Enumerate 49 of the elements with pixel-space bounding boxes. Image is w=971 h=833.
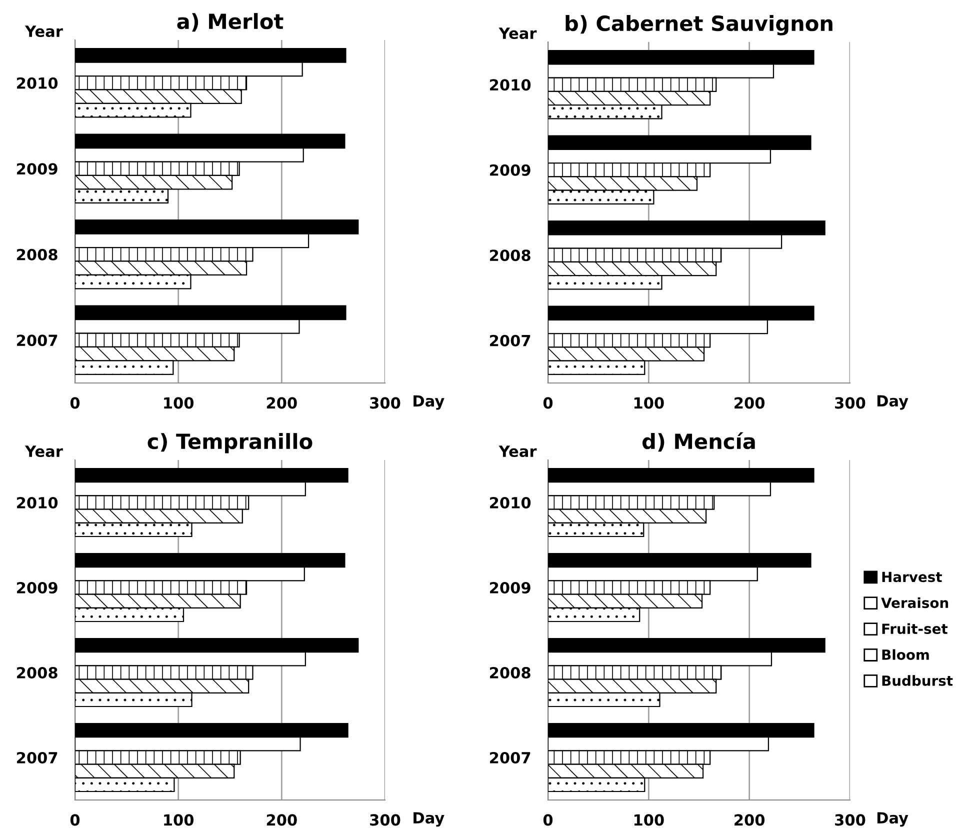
legend-label: Budburst — [882, 675, 953, 686]
x-tick-label: 300 — [835, 397, 866, 409]
chart-title: a) Merlot — [177, 13, 284, 32]
chart-title: b) Cabernet Sauvignon — [566, 15, 832, 36]
x-tick-label: 0 — [70, 397, 80, 409]
y-tick-label: 2009 — [490, 164, 530, 176]
x-tick-label: 200 — [266, 814, 297, 826]
x-tick-label: 0 — [70, 814, 80, 826]
x-tick-label: 300 — [835, 814, 866, 826]
chart-title: d) Mencía — [642, 432, 755, 452]
x-axis-title: Day — [877, 395, 908, 410]
y-tick-label: 2007 — [17, 752, 58, 764]
x-tick-label: 200 — [734, 397, 765, 409]
y-tick-label: 2010 — [490, 496, 531, 509]
x-tick-label: 0 — [543, 814, 553, 826]
x-tick-label: 100 — [164, 397, 194, 409]
legend-label: Fruit-set — [882, 623, 948, 634]
y-tick-label: 2007 — [490, 752, 530, 764]
chart-title: c) Tempranillo — [148, 433, 312, 454]
legend-label: Veraison — [881, 597, 948, 608]
y-tick-label: 2010 — [17, 496, 58, 509]
y-tick-label: 2008 — [17, 666, 58, 679]
y-tick-label: 2009 — [17, 582, 58, 594]
y-tick-label: 2010 — [17, 77, 58, 89]
x-axis-title: Day — [414, 395, 444, 410]
y-tick-label: 2010 — [490, 79, 531, 91]
y-axis-title: Year — [498, 446, 537, 458]
legend-label: Bloom — [882, 649, 929, 660]
y-axis-title: Year — [24, 26, 63, 38]
legend-label: Harvest — [882, 572, 942, 582]
x-tick-label: 100 — [634, 397, 664, 409]
x-axis-title: Day — [414, 812, 444, 827]
y-tick-label: 2007 — [17, 334, 58, 346]
y-tick-label: 2007 — [490, 334, 530, 346]
x-tick-label: 200 — [266, 397, 297, 409]
y-tick-label: 2008 — [490, 250, 530, 262]
x-tick-label: 100 — [634, 814, 664, 826]
x-tick-label: 100 — [164, 814, 194, 826]
y-axis-title: Year — [498, 28, 537, 40]
y-tick-label: 2008 — [490, 666, 530, 679]
x-tick-label: 200 — [734, 814, 765, 826]
y-tick-label: 2008 — [17, 248, 58, 260]
y-axis-title: Year — [24, 446, 63, 458]
y-tick-label: 2009 — [17, 163, 58, 175]
x-tick-label: 300 — [370, 814, 400, 826]
x-tick-label: 0 — [543, 397, 553, 409]
y-tick-label: 2009 — [490, 582, 530, 594]
x-tick-label: 300 — [370, 397, 400, 409]
x-axis-title: Day — [877, 812, 908, 827]
